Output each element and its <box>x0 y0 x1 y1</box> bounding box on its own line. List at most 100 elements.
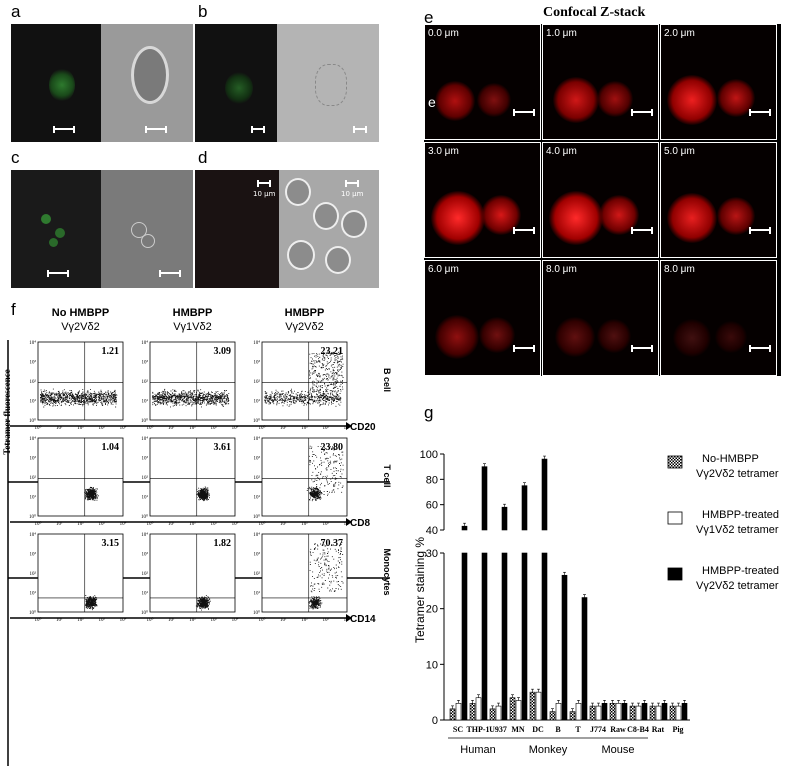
x-tick-label: 10¹ <box>56 617 63 623</box>
x-marker-label: CD14 <box>350 614 376 625</box>
bar <box>561 574 568 721</box>
y-tick-label: 10³ <box>30 456 37 462</box>
x-tick-label: 10⁰ <box>34 521 41 527</box>
x-tick-label: 10¹ <box>56 425 63 431</box>
y-tick-label: 10² <box>254 571 261 577</box>
x-tick-label: 10² <box>77 617 84 623</box>
quadrant-percent: 3.61 <box>214 442 232 453</box>
y-tick-label: 10⁴ <box>141 532 148 538</box>
y-tick-label: 10⁰ <box>253 418 260 424</box>
bar <box>589 705 596 721</box>
x-tick-label: 10² <box>189 617 196 623</box>
plot-frame <box>261 533 348 613</box>
y-tick-label: 10⁰ <box>29 418 36 424</box>
scale-label: 10 μm <box>341 190 364 198</box>
depth-label: 3.0 μm <box>428 146 459 157</box>
y-tick-label: 10² <box>30 571 37 577</box>
x-tick-label: 10³ <box>211 425 218 431</box>
column-header-line2: Vγ2Vδ2 <box>285 321 324 333</box>
category-label: B <box>555 725 561 734</box>
y-tick-label: 10⁰ <box>141 610 148 616</box>
x-tick-label: 10³ <box>323 425 330 431</box>
depth-label: 2.0 μm <box>664 28 695 39</box>
arrow-head <box>346 518 352 526</box>
event-dots <box>264 351 344 407</box>
panel-c-fluorescence-image <box>11 170 101 288</box>
plot-frame <box>37 341 124 421</box>
x-tick-label: 10⁰ <box>258 425 265 431</box>
y-tick-label: 10⁴ <box>253 532 260 538</box>
panel-a-brightfield-image <box>101 24 193 142</box>
y-tick-label: 10¹ <box>142 495 149 501</box>
quadrant-percent: 23.21 <box>321 346 344 357</box>
plot-frame <box>37 533 124 613</box>
x-tick-label: 10⁰ <box>146 521 153 527</box>
y-tick-label: 10¹ <box>30 495 37 501</box>
category-label: THP-1 <box>466 725 489 734</box>
quadrant-percent: 1.82 <box>214 538 232 549</box>
bar <box>501 552 508 721</box>
panel-label-b: b <box>198 2 208 21</box>
panel-label-g: g <box>424 403 434 422</box>
bar <box>609 702 616 721</box>
legend-label: Vγ2Vδ2 tetramer <box>696 580 779 592</box>
panel-b-fluorescence-image <box>195 24 277 142</box>
panel-b-brightfield-image <box>277 24 379 142</box>
column-header-line1: HMBPP <box>173 307 213 319</box>
depth-label: 0.0 μm <box>428 28 459 39</box>
y-tick-label: 10² <box>142 475 149 481</box>
x-tick-label: 10¹ <box>56 521 63 527</box>
event-dots <box>196 486 210 502</box>
depth-label: 8.0 μm <box>664 264 695 275</box>
y-tick-label: 10¹ <box>30 591 37 597</box>
bar <box>509 697 516 721</box>
bar <box>661 702 668 721</box>
x-tick-label: 10¹ <box>280 521 287 527</box>
category-label: Rat <box>652 725 665 734</box>
bar <box>635 705 642 721</box>
zstack-cell: 5.0 μm <box>660 142 777 258</box>
quadrant-percent: 1.21 <box>102 346 120 357</box>
panel-label-d: d <box>198 148 208 167</box>
x-tick-label: 10³ <box>99 521 106 527</box>
y-tick-label: 10³ <box>142 360 149 366</box>
plot-frame <box>261 341 348 421</box>
plot-frame <box>149 341 236 421</box>
confocal-zstack-grid: 0.0 μm 1.0 μm 2.0 μm 3.0 μm 4.0 μm 5.0 μ… <box>424 24 781 376</box>
bar <box>629 705 636 721</box>
flow-cytometry-panel: No HMBPP Vγ2Vδ2 HMBPP Vγ1Vδ2 HMBPP Vγ2Vδ2 Tetr… <box>2 307 392 766</box>
depth-label: 4.0 μm <box>546 146 577 157</box>
category-label: Pig <box>672 725 683 734</box>
y-tick-label: 10⁴ <box>29 532 36 538</box>
x-tick-label: 10⁴ <box>232 425 239 431</box>
x-tick-label: 10⁴ <box>232 617 239 623</box>
y-axis-label: Tetramer staining % <box>413 537 427 643</box>
y-tick-label: 10¹ <box>142 591 149 597</box>
y-tick-label: 10³ <box>30 360 37 366</box>
bar <box>535 691 542 721</box>
bar <box>475 697 482 721</box>
y-tick-label: 10⁴ <box>29 436 36 442</box>
zstack-cell: 4.0 μm <box>542 142 659 258</box>
event-dots <box>152 388 230 408</box>
x-marker-label: CD8 <box>350 518 370 529</box>
bar <box>681 702 688 721</box>
bar <box>541 552 548 721</box>
y-tick-label: 10² <box>142 379 149 385</box>
bar <box>469 702 476 721</box>
flow-plot: 70.3710⁰10⁰10¹10¹10²10²10³10³10⁴10⁴ <box>253 532 351 623</box>
category-label: J774 <box>590 725 606 734</box>
plot-frame <box>37 437 124 517</box>
y-tick-label: 10² <box>254 475 261 481</box>
legend-label: HMBPP-treated <box>702 509 779 521</box>
y-tick-label: 100 <box>420 449 438 461</box>
panel-label-e-overlay: e <box>428 94 436 110</box>
y-tick-label: 10³ <box>254 552 261 558</box>
plot-frame <box>149 533 236 613</box>
y-tick-label: 10⁴ <box>141 436 148 442</box>
y-tick-label: 10² <box>254 379 261 385</box>
